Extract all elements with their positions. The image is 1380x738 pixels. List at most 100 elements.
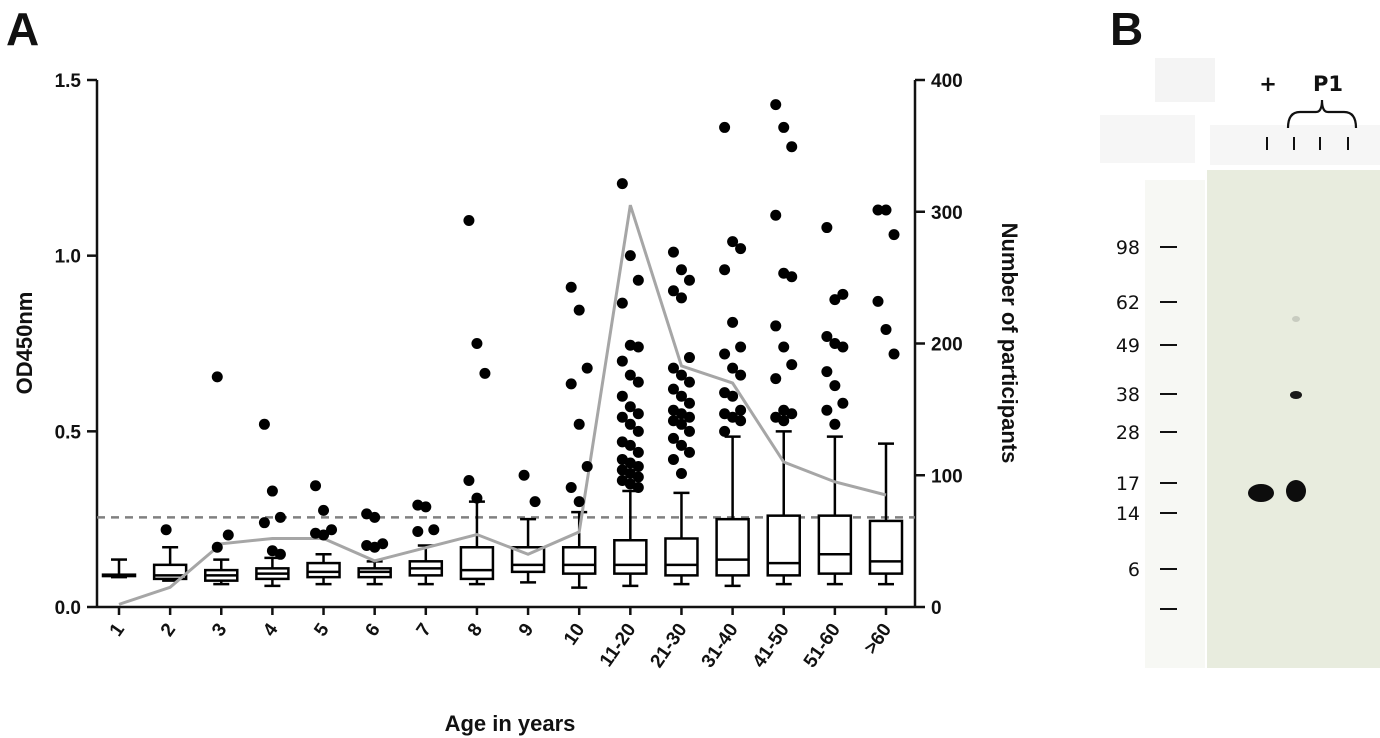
marker-label: 62 <box>1116 292 1140 314</box>
outlier-point <box>829 380 841 392</box>
outlier-point <box>821 330 833 342</box>
outlier-point <box>675 467 687 479</box>
marker-98: 98 <box>1116 237 1177 259</box>
outlier-point <box>616 297 628 309</box>
outlier-point <box>829 418 841 430</box>
outlier-point <box>675 369 687 381</box>
box-11-20 <box>613 489 648 588</box>
outlier-point <box>632 274 644 286</box>
marker-label: 17 <box>1116 473 1140 495</box>
box-iqr <box>766 514 801 577</box>
outlier-point <box>770 373 782 385</box>
box-1 <box>101 558 137 579</box>
outlier-point <box>667 246 679 258</box>
outlier-point <box>632 408 644 420</box>
box-iqr <box>664 537 699 577</box>
outlier-point <box>471 338 483 349</box>
outlier-point <box>727 362 739 374</box>
marker-label: 38 <box>1116 384 1140 406</box>
box-6 <box>357 560 392 586</box>
outlier-point <box>888 348 900 360</box>
outlier-point <box>624 401 636 413</box>
outlier-point <box>211 371 223 383</box>
outlier-point <box>632 482 644 494</box>
blot-header-patch <box>1155 58 1215 102</box>
outlier-point <box>667 432 679 444</box>
outlier-point <box>463 475 475 487</box>
outlier-point <box>683 376 695 388</box>
outlier-point <box>160 524 172 536</box>
band-positive-control <box>1248 484 1274 502</box>
outlier-point <box>683 411 695 423</box>
marker-label: 6 <box>1128 559 1140 581</box>
outlier-point <box>616 178 628 190</box>
outlier-point <box>479 367 491 379</box>
y-left-tick-label: 1.5 <box>55 71 82 92</box>
y-right-tick-label: 300 <box>931 203 963 224</box>
outlier-point <box>735 415 747 427</box>
x-tick-label: 21-30 <box>646 620 691 672</box>
outlier-point <box>888 229 900 241</box>
x-tick-label: 31-40 <box>698 620 743 672</box>
x-tick-label: 51-60 <box>800 620 845 672</box>
y-right-tick-label: 0 <box>931 598 942 619</box>
x-tick-label: 11-20 <box>596 620 640 671</box>
outlier-point <box>786 141 798 153</box>
marker-label: 14 <box>1116 503 1140 525</box>
y-left-tick-label: 0.0 <box>55 598 81 619</box>
x-tick-label: 9 <box>515 620 538 641</box>
outlier-point <box>258 418 270 430</box>
outlier-point <box>786 359 798 371</box>
box-iqr <box>561 546 597 575</box>
outlier-point <box>872 295 884 307</box>
y-left-axis-ticks: 0.0 0.5 1.0 1.5 <box>55 71 97 619</box>
outlier-point <box>222 529 234 541</box>
outlier-point <box>683 274 695 286</box>
outlier-point <box>735 404 747 416</box>
marker-label: 49 <box>1116 335 1140 357</box>
outlier-point <box>667 383 679 395</box>
outlier-point <box>274 511 286 523</box>
outlier-point <box>326 524 338 536</box>
marker-62: 62 <box>1116 292 1177 314</box>
outlier-point <box>632 376 644 388</box>
outlier-point <box>770 320 782 332</box>
box-8 <box>459 500 495 586</box>
box-iqr <box>868 519 904 575</box>
outlier-point <box>616 390 628 402</box>
outlier-point <box>735 369 747 381</box>
x-tick-label: 10 <box>560 620 589 649</box>
outlier-point <box>565 482 577 494</box>
outlier-point <box>616 355 628 367</box>
outlier-point <box>880 323 892 335</box>
outlier-point <box>369 511 381 523</box>
outlier-point <box>624 439 636 451</box>
western-blot: + P1 98 62 49 38 28 17 14 6 <box>1100 58 1380 668</box>
band-p1-16kda <box>1286 480 1306 502</box>
outlier-point <box>581 460 593 472</box>
outlier-point <box>683 397 695 409</box>
box-21-30 <box>664 491 699 586</box>
outlier-point <box>573 496 585 508</box>
outlier-point <box>632 446 644 458</box>
outlier-point <box>675 264 687 276</box>
outlier-point <box>471 492 483 504</box>
outlier-point <box>770 209 782 221</box>
outlier-point <box>727 236 739 248</box>
marker-17: 17 <box>1116 473 1177 495</box>
outlier-point <box>258 517 270 529</box>
outlier-point <box>675 418 687 430</box>
box-plot-chart: 0.0 0.5 1.0 1.5 0 100 200 300 400 1 2 3 4 5 6 7 8 9 10 11… <box>12 71 1022 736</box>
outlier-point <box>778 341 790 353</box>
outlier-point <box>266 485 278 497</box>
outlier-point <box>821 404 833 416</box>
box-5 <box>306 553 341 586</box>
outlier-point <box>632 425 644 437</box>
outlier-point <box>632 460 644 472</box>
box-iqr <box>817 514 853 575</box>
outlier-point <box>412 525 424 537</box>
outlier-point <box>727 316 739 328</box>
outlier-point <box>683 352 695 364</box>
x-tick-label: 1 <box>106 619 130 640</box>
outlier-point <box>778 415 790 427</box>
